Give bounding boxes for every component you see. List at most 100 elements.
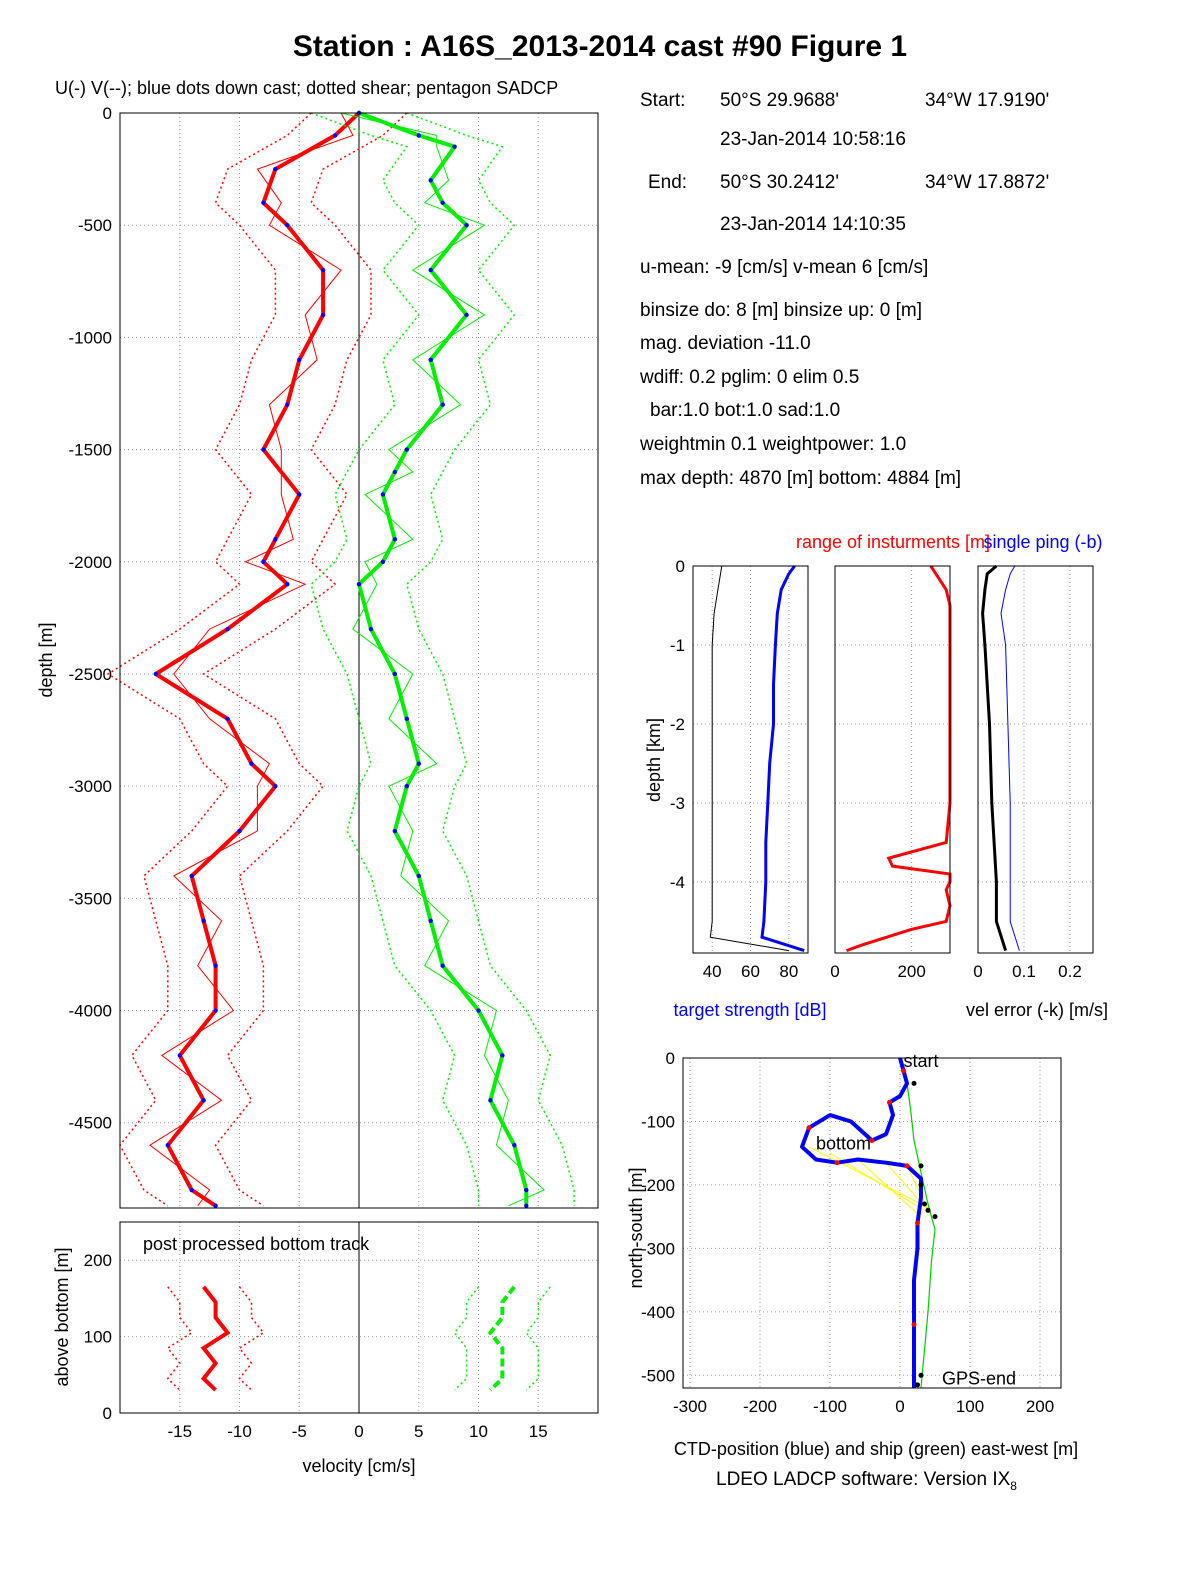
velocity-profile-u-downcast-dot (261, 559, 266, 564)
position-annotation-start: start (904, 1051, 939, 1071)
position-y-tick-label: -300 (641, 1239, 675, 1258)
bottom-track-u-shear-right (238, 1286, 265, 1391)
position-x-tick-label: 100 (956, 1397, 984, 1416)
bottom-track-y-tick-label: 0 (103, 1404, 112, 1423)
bottom-track-v-shear-right (525, 1286, 551, 1391)
position-x-tick-label: 200 (1026, 1397, 1054, 1416)
velocity-profile-y-tick-label: -4500 (69, 1114, 112, 1133)
velocity-profile-u-downcast-dot (285, 402, 290, 407)
velocity-profile-u-downcast-dot (153, 671, 159, 677)
position-ctd-marker (911, 1322, 917, 1328)
velocity-profile-y-tick-label: -4000 (69, 1002, 112, 1021)
bottom-track-x-tick-label: -15 (167, 1422, 192, 1441)
weight-factors: bar:1.0 bot:1.0 sad:1.0 (650, 400, 841, 421)
velocity-error-title: single ping (-b) (983, 532, 1102, 552)
bottom-track-x-tick-label: -10 (227, 1422, 252, 1441)
velocity-profile-v-line (357, 111, 529, 1206)
target-strength-target-strength-line (760, 565, 805, 953)
velocity-profile-v-downcast-dot (452, 144, 457, 149)
velocity-profile-v-downcast-dot (404, 716, 409, 722)
velocity-profile-u-downcast-dot (189, 1187, 194, 1193)
velocity-profile-frame (119, 112, 599, 1209)
velocity-profile-v-downcast-dot (464, 222, 469, 228)
velocity-error-x-tick-label: 0 (973, 962, 982, 981)
velocity-profile-y-tick-label: 0 (103, 104, 112, 123)
wdiff-info: wdiff: 0.2 pglim: 0 elim 0.5 (640, 367, 860, 388)
velocity-profile-v-downcast-dot (356, 582, 362, 587)
bottom-track-frame (119, 1221, 599, 1414)
position-y-axis-label: north-south [m] (626, 1167, 646, 1288)
velocity-profile-u-downcast-dot (273, 783, 278, 789)
instrument-range-title: range of insturments [m] (796, 532, 990, 552)
velocity-error-vel-error-line (981, 564, 1008, 952)
velocity-profile-v-downcast-dot (428, 918, 433, 923)
velocity-profile-u-downcast-dot (273, 166, 278, 172)
bottom-track-v-shear-left (453, 1286, 480, 1391)
position-ctd-marker (869, 1138, 875, 1143)
figure-subtitle: U(-) V(--); blue dots down cast; dotted … (55, 78, 559, 98)
velocity-profile-u-downcast-dot (332, 133, 338, 138)
velocity-profile-u-downcast-dot (225, 716, 230, 722)
weight-info: weightmin 0.1 weightpower: 1.0 (640, 434, 907, 455)
velocity-profile-v-downcast-dot (380, 492, 386, 497)
velocity-profile-u-downcast-dot (297, 357, 302, 363)
position-ship-marker (918, 1163, 924, 1169)
target-strength-frame (692, 565, 809, 954)
velocity-profile-v-downcast-dot (428, 357, 433, 363)
velocity-profile-v-downcast-dot (440, 963, 445, 968)
velocity-profile-u-downcast-dot (201, 918, 206, 923)
binsize-info: binsize do: 8 [m] binsize up: 0 [m] (640, 300, 922, 321)
velocity-profile-v-downcast-dot (488, 1098, 493, 1103)
position-ctd-marker (806, 1125, 812, 1131)
velocity-profile-v-thin-line (340, 112, 546, 1207)
instrument-range-x-tick-label: 0 (830, 962, 839, 981)
position-ctd-marker (904, 1163, 910, 1169)
end-lat: 50°S 30.2412' (720, 172, 839, 193)
target-strength-y-tick-label: -1 (670, 636, 685, 655)
position-y-tick-label: -100 (641, 1112, 675, 1131)
velocity-profile-u-downcast-dot (249, 761, 254, 766)
position-x-axis-label: CTD-position (blue) and ship (green) eas… (674, 1439, 1078, 1459)
velocity-error-x-axis-label: vel error (-k) [m/s] (966, 1000, 1108, 1020)
software-version: LDEO LADCP software: Version IX8 (716, 1469, 1017, 1493)
position-y-tick-label: 0 (666, 1049, 675, 1068)
bottom-track-x-tick-label: 5 (414, 1422, 423, 1441)
position-annotation-bottom: bottom (816, 1134, 871, 1154)
bottom-track-v-line (487, 1285, 516, 1392)
velocity-profile-v-downcast-dot (404, 783, 409, 789)
velocity-profile-u-downcast-dot (261, 200, 266, 205)
bottom-track-y-tick-label: 200 (84, 1251, 112, 1270)
software-version-subscript: 8 (1010, 1478, 1017, 1493)
velocity-profile-u-downcast-dot (165, 1142, 170, 1148)
target-strength-y-axis-label: depth [km] (644, 718, 664, 802)
bottom-track-x-tick-label: 10 (469, 1422, 488, 1441)
velocity-profile-y-tick-label: -3500 (69, 889, 112, 908)
bottom-track-u-shear-left (166, 1286, 193, 1391)
position-ctd-track (800, 1057, 923, 1388)
figure-title: Station : A16S_2013-2014 cast #90 Figure… (292, 30, 908, 63)
target-strength-x-tick-label: 40 (703, 962, 722, 981)
instrument-range-x-tick-label: 200 (897, 962, 925, 981)
velocity-profile-v-downcast-dot (428, 267, 433, 273)
velocity-profile-y-tick-label: -500 (78, 216, 112, 235)
velocity-profile-v-downcast-dot (404, 447, 409, 452)
velocity-profile-u-downcast-dot (177, 1053, 182, 1058)
position-x-tick-label: -300 (673, 1397, 707, 1416)
velocity-error-frame (977, 565, 1094, 954)
bottom-track-x-tick-label: 15 (529, 1422, 548, 1441)
velocity-profile-y-tick-label: -3000 (69, 777, 112, 796)
velocity-profile-u-downcast-dot (320, 267, 326, 273)
velocity-profile-u-downcast-dot (297, 492, 302, 497)
velocity-profile-v-downcast-dot (524, 1203, 529, 1208)
position-ctd-marker (915, 1220, 920, 1226)
velocity-profile-v-shear-right (405, 112, 575, 1206)
target-strength-y-tick-label: -2 (670, 715, 685, 734)
end-time: 23-Jan-2014 14:10:35 (720, 214, 906, 235)
velocity-error-single-ping-line (1000, 565, 1020, 951)
position-ship-marker (918, 1372, 924, 1378)
instrument-range-frame (834, 565, 951, 954)
velocity-profile-u-thin-line (149, 112, 354, 1207)
velocity-profile-v-downcast-dot (440, 402, 445, 407)
start-label: Start: (640, 90, 686, 111)
